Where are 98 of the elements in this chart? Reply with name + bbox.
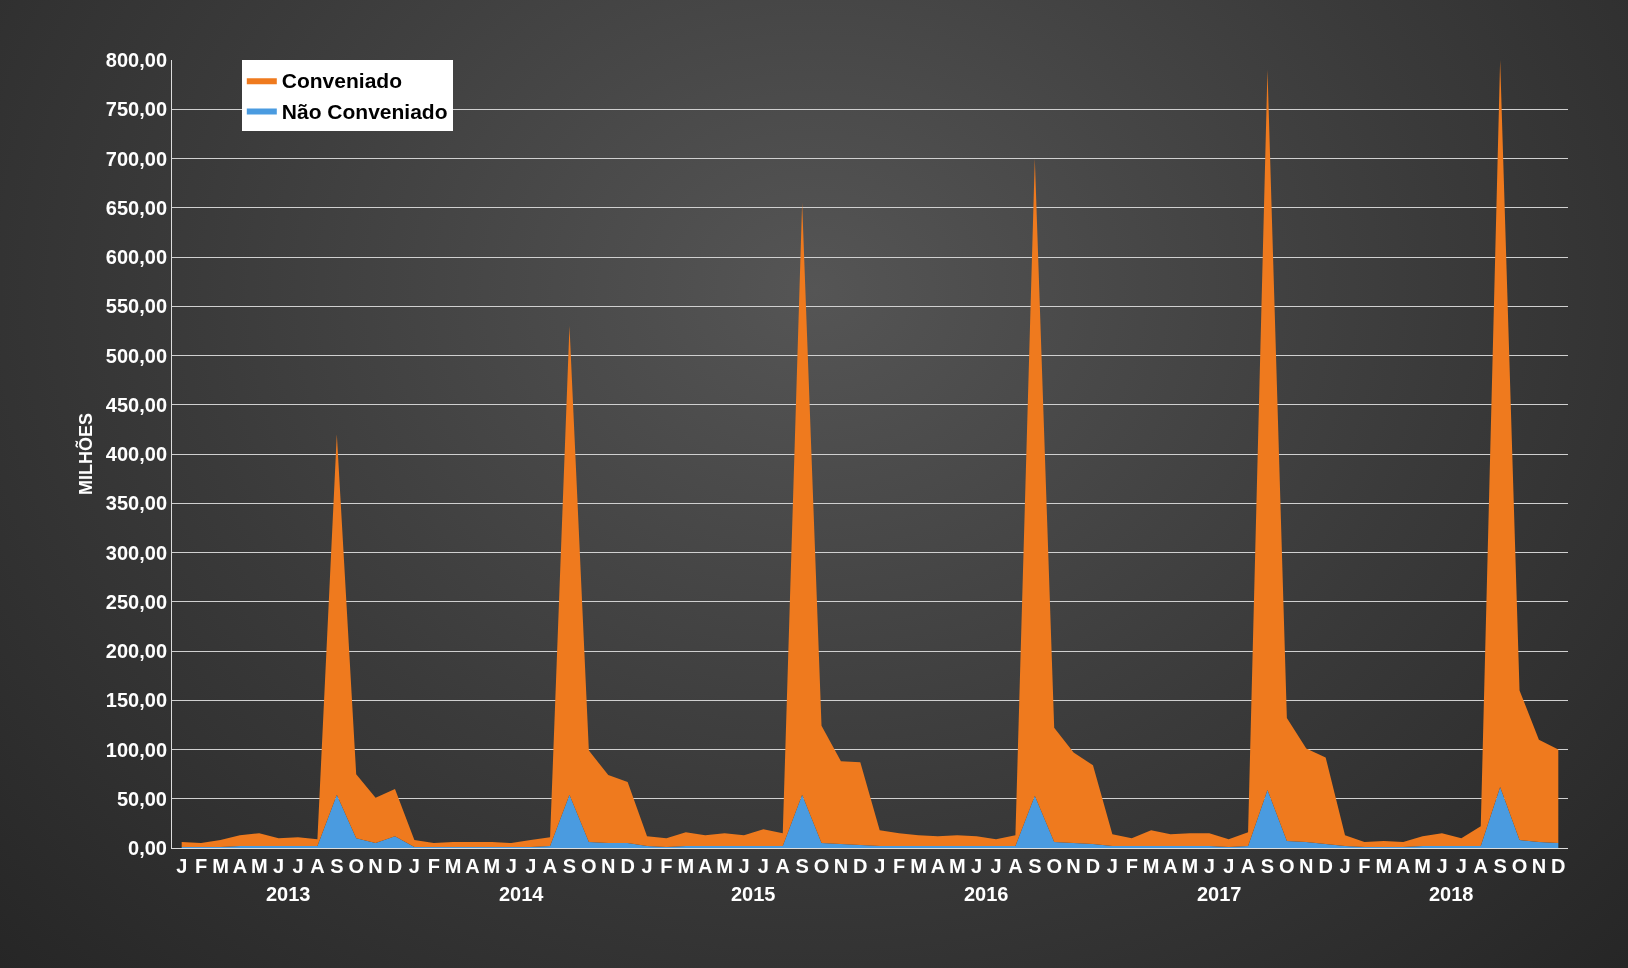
x-tick-label: J (1436, 855, 1448, 877)
x-tick-label: F (1358, 855, 1371, 877)
x-tick-label: M (716, 855, 733, 877)
y-tick-label: 400,00 (105, 443, 167, 465)
x-tick-label: J (1203, 855, 1215, 877)
x-tick-label: D (1318, 855, 1333, 877)
x-tick-label: D (1085, 855, 1101, 877)
x-tick-label: F (1125, 855, 1138, 877)
x-tick-label: D (620, 855, 635, 877)
x-tick-label: J (1339, 855, 1351, 877)
x-tick-label: S (1260, 855, 1275, 877)
x-tick-label: A (930, 855, 946, 877)
x-tick-label: M (1375, 855, 1393, 877)
text: 2014 (499, 883, 545, 905)
y-tick-label: 150,00 (105, 689, 167, 712)
x-tick-label: O (348, 855, 364, 877)
x-tick-label: A (232, 855, 248, 877)
x-tick-label: M (910, 855, 927, 877)
y-tick-label: 450,00 (105, 393, 167, 416)
x-tick-label: J (738, 855, 750, 877)
x-tick-label: S (795, 855, 809, 877)
y-axis-title: MILHÕES (75, 412, 97, 496)
x-tick-label: O (581, 855, 597, 877)
y-tick-label: 300,00 (105, 541, 167, 564)
text: 2018 (1429, 883, 1474, 905)
x-tick-label: J (1106, 855, 1118, 877)
y-tick-label: 350,00 (105, 492, 167, 515)
x-tick-label: S (562, 855, 577, 877)
y-tick-label: 200,00 (105, 640, 167, 662)
x-tick-label: S (1493, 855, 1507, 877)
text: 2016 (964, 883, 1009, 905)
x-tick-label: N (601, 855, 616, 877)
x-tick-label: F (660, 855, 673, 877)
x-tick-label: A (310, 855, 325, 877)
x-tick-label: J (505, 855, 517, 877)
x-tick-label: N (368, 855, 383, 877)
x-tick-label: J (525, 855, 537, 877)
x-tick-label: J (176, 855, 188, 877)
y-tick-label: 0,00 (128, 837, 167, 859)
x-tick-label: F (427, 855, 440, 877)
x-tick-label: M (212, 855, 229, 877)
x-tick-label: D (1551, 855, 1566, 877)
x-tick-label: M (483, 855, 501, 877)
x-tick-label: J (408, 855, 420, 877)
x-tick-label: M (677, 855, 695, 877)
x-tick-label: N (1531, 855, 1547, 877)
x-tick-label: D (387, 855, 403, 877)
x-tick-label: M (1414, 855, 1431, 877)
y-tick-label: 50,00 (116, 787, 167, 810)
x-tick-label: O (1511, 855, 1528, 877)
x-tick-label: O (1046, 855, 1062, 877)
x-tick-label: J (641, 855, 653, 877)
y-tick-label: 750,00 (105, 98, 167, 121)
x-tick-label: J (1223, 855, 1235, 877)
x-tick-label: N (833, 855, 849, 877)
text: 2015 (731, 883, 776, 905)
x-tick-label: J (273, 855, 285, 877)
x-tick-label: J (874, 855, 886, 877)
x-tick-label: O (1279, 855, 1295, 877)
y-tick-label: 100,00 (105, 738, 167, 761)
x-tick-label: A (775, 855, 790, 877)
x-tick-label: A (1163, 855, 1178, 877)
x-tick-label: O (813, 855, 830, 877)
x-tick-label: M (948, 855, 966, 877)
x-tick-label: J (292, 855, 304, 877)
y-tick-label: 500,00 (105, 344, 167, 367)
x-tick-label: A (1240, 855, 1256, 877)
x-tick-label: M (250, 855, 268, 877)
y-tick-label: 800,00 (105, 49, 167, 71)
x-tick-label: J (971, 855, 983, 877)
y-tick-label: 600,00 (105, 246, 167, 268)
x-tick-label: D (853, 855, 868, 877)
x-tick-label: J (1455, 855, 1467, 877)
x-tick-label: F (194, 855, 208, 877)
x-tick-label: J (757, 855, 769, 877)
x-tick-label: M (1142, 855, 1160, 877)
y-tick-label: 650,00 (105, 196, 167, 219)
x-tick-label: A (1473, 855, 1488, 877)
x-tick-label: N (1299, 855, 1314, 877)
x-tick-label: F (892, 855, 906, 877)
y-tick-label: 250,00 (105, 590, 167, 613)
x-tick-label: A (697, 855, 713, 877)
legend-label: Não Conveniado (281, 99, 448, 123)
x-tick-label: J (990, 855, 1002, 877)
x-tick-label: A (542, 855, 558, 877)
x-tick-label: S (1028, 855, 1042, 877)
x-tick-label: A (1008, 855, 1023, 877)
x-tick-label: S (330, 855, 344, 877)
x-tick-label: A (1395, 855, 1411, 877)
text: 2013 (266, 883, 311, 905)
legend-label: Conveniado (281, 69, 402, 93)
text: 2017 (1197, 883, 1242, 905)
y-tick-label: 550,00 (105, 295, 167, 318)
x-tick-label: M (444, 855, 462, 877)
y-tick-label: 700,00 (105, 147, 167, 170)
x-tick-label: N (1066, 855, 1081, 877)
x-tick-label: A (465, 855, 480, 877)
x-tick-label: M (1181, 855, 1199, 877)
